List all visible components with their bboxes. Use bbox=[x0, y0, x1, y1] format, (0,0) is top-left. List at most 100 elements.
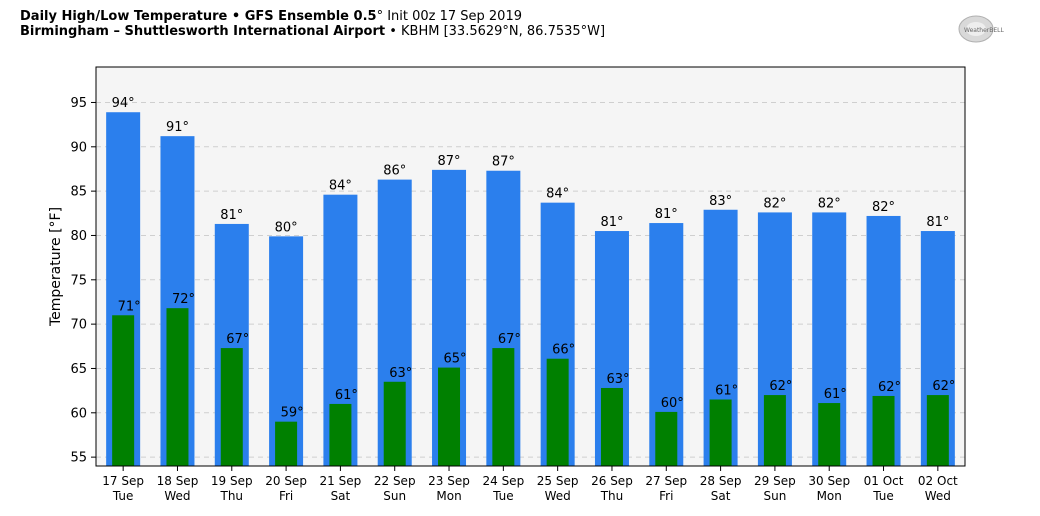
x-tick-label-date: 22 Sep bbox=[374, 474, 416, 488]
y-tick-label: 65 bbox=[70, 362, 87, 377]
x-tick-label-date: 19 Sep bbox=[211, 474, 253, 488]
high-label: 87° bbox=[492, 155, 515, 170]
low-label: 66° bbox=[552, 343, 575, 358]
x-tick-label-date: 17 Sep bbox=[102, 474, 144, 488]
x-tick-label-day: Mon bbox=[817, 489, 842, 503]
x-tick-label-date: 24 Sep bbox=[482, 474, 524, 488]
low-label: 62° bbox=[769, 379, 792, 394]
low-label: 71° bbox=[118, 299, 141, 314]
low-label: 62° bbox=[932, 379, 955, 394]
low-label: 61° bbox=[824, 387, 847, 402]
low-bar bbox=[438, 367, 461, 466]
y-tick-label: 95 bbox=[70, 96, 87, 111]
high-label: 81° bbox=[655, 207, 678, 222]
x-tick-label-day: Sun bbox=[383, 489, 406, 503]
x-tick-label-day: Thu bbox=[220, 489, 244, 503]
x-tick-label-day: Sat bbox=[331, 489, 351, 503]
x-tick-label-day: Wed bbox=[925, 489, 951, 503]
low-bar bbox=[818, 403, 841, 466]
x-tick-label-day: Thu bbox=[600, 489, 624, 503]
x-tick-label-day: Wed bbox=[545, 489, 571, 503]
x-tick-label-date: 21 Sep bbox=[320, 474, 362, 488]
x-tick-label-date: 23 Sep bbox=[428, 474, 470, 488]
high-label: 84° bbox=[546, 187, 569, 202]
low-label: 67° bbox=[498, 332, 521, 347]
low-bar bbox=[709, 399, 732, 466]
high-label: 83° bbox=[709, 194, 732, 209]
weatherbell-logo: WeatherBELL bbox=[958, 15, 1005, 43]
low-bar bbox=[872, 395, 895, 466]
high-label: 87° bbox=[438, 154, 461, 169]
high-label: 81° bbox=[926, 215, 949, 230]
low-label: 60° bbox=[661, 396, 684, 411]
y-tick-label: 55 bbox=[70, 451, 87, 466]
high-label: 82° bbox=[872, 200, 895, 215]
x-tick-label-date: 26 Sep bbox=[591, 474, 633, 488]
high-label: 86° bbox=[383, 164, 406, 179]
x-tick-label-day: Tue bbox=[112, 489, 134, 503]
low-label: 63° bbox=[606, 372, 629, 387]
low-label: 61° bbox=[335, 388, 358, 403]
low-bar bbox=[763, 395, 786, 466]
low-label: 72° bbox=[172, 292, 195, 307]
x-tick-label-date: 20 Sep bbox=[265, 474, 307, 488]
y-tick-label: 70 bbox=[70, 318, 87, 333]
low-bar bbox=[220, 348, 243, 466]
y-tick-label: 60 bbox=[70, 406, 87, 421]
x-tick-label-date: 30 Sep bbox=[808, 474, 850, 488]
x-tick-label-day: Tue bbox=[492, 489, 514, 503]
x-tick-label-date: 18 Sep bbox=[157, 474, 199, 488]
x-tick-label-date: 29 Sep bbox=[754, 474, 796, 488]
y-axis-label: Temperature [°F] bbox=[48, 207, 64, 327]
y-tick-label: 80 bbox=[70, 229, 87, 244]
low-bar bbox=[546, 358, 569, 466]
high-label: 81° bbox=[220, 208, 243, 223]
x-tick-label-day: Fri bbox=[279, 489, 293, 503]
x-tick-label-day: Fri bbox=[659, 489, 673, 503]
x-tick-label-date: 25 Sep bbox=[537, 474, 579, 488]
y-tick-label: 90 bbox=[70, 140, 87, 155]
low-bar bbox=[166, 308, 189, 466]
high-label: 81° bbox=[600, 215, 623, 230]
low-bar bbox=[655, 411, 678, 466]
low-bar bbox=[383, 381, 406, 466]
x-tick-label-date: 28 Sep bbox=[700, 474, 742, 488]
low-bar bbox=[492, 348, 515, 466]
low-label: 63° bbox=[389, 366, 412, 381]
x-tick-label-day: Wed bbox=[164, 489, 190, 503]
y-tick-label: 75 bbox=[70, 273, 87, 288]
low-bar bbox=[926, 395, 949, 466]
high-label: 94° bbox=[112, 96, 135, 111]
low-label: 67° bbox=[226, 332, 249, 347]
low-bar bbox=[275, 421, 298, 466]
high-label: 91° bbox=[166, 120, 189, 135]
high-label: 80° bbox=[275, 220, 298, 235]
y-tick-label: 85 bbox=[70, 185, 87, 200]
chart-subtitle-bold: Birmingham – Shuttlesworth International… bbox=[20, 24, 386, 39]
low-bar bbox=[329, 403, 352, 466]
x-tick-label-day: Sat bbox=[711, 489, 731, 503]
low-bar bbox=[112, 315, 135, 466]
logo-text: WeatherBELL bbox=[964, 27, 1005, 34]
low-label: 65° bbox=[444, 352, 467, 367]
plot-frame bbox=[95, 66, 966, 467]
low-label: 59° bbox=[281, 406, 304, 421]
high-label: 82° bbox=[818, 196, 841, 211]
x-tick-label-day: Mon bbox=[436, 489, 461, 503]
low-label: 62° bbox=[878, 380, 901, 395]
low-label: 61° bbox=[715, 384, 738, 399]
x-tick-label-date: 27 Sep bbox=[645, 474, 687, 488]
x-tick-label-day: Tue bbox=[872, 489, 894, 503]
chart-title: Daily High/Low Temperature • GFS Ensembl… bbox=[20, 9, 522, 24]
high-label: 84° bbox=[329, 179, 352, 194]
chart-title-bold: Daily High/Low Temperature • GFS Ensembl… bbox=[20, 9, 377, 24]
x-tick-label-date: 02 Oct bbox=[918, 474, 958, 488]
chart-title-rest: ° Init 00z 17 Sep 2019 bbox=[376, 9, 522, 24]
high-label: 82° bbox=[763, 196, 786, 211]
x-tick-label-date: 01 Oct bbox=[864, 474, 904, 488]
x-tick-label-day: Sun bbox=[763, 489, 786, 503]
chart-subtitle-rest: • KBHM [33.5629°N, 86.7535°W] bbox=[385, 24, 606, 39]
low-bar bbox=[600, 387, 623, 466]
chart-subtitle: Birmingham – Shuttlesworth International… bbox=[20, 24, 605, 39]
